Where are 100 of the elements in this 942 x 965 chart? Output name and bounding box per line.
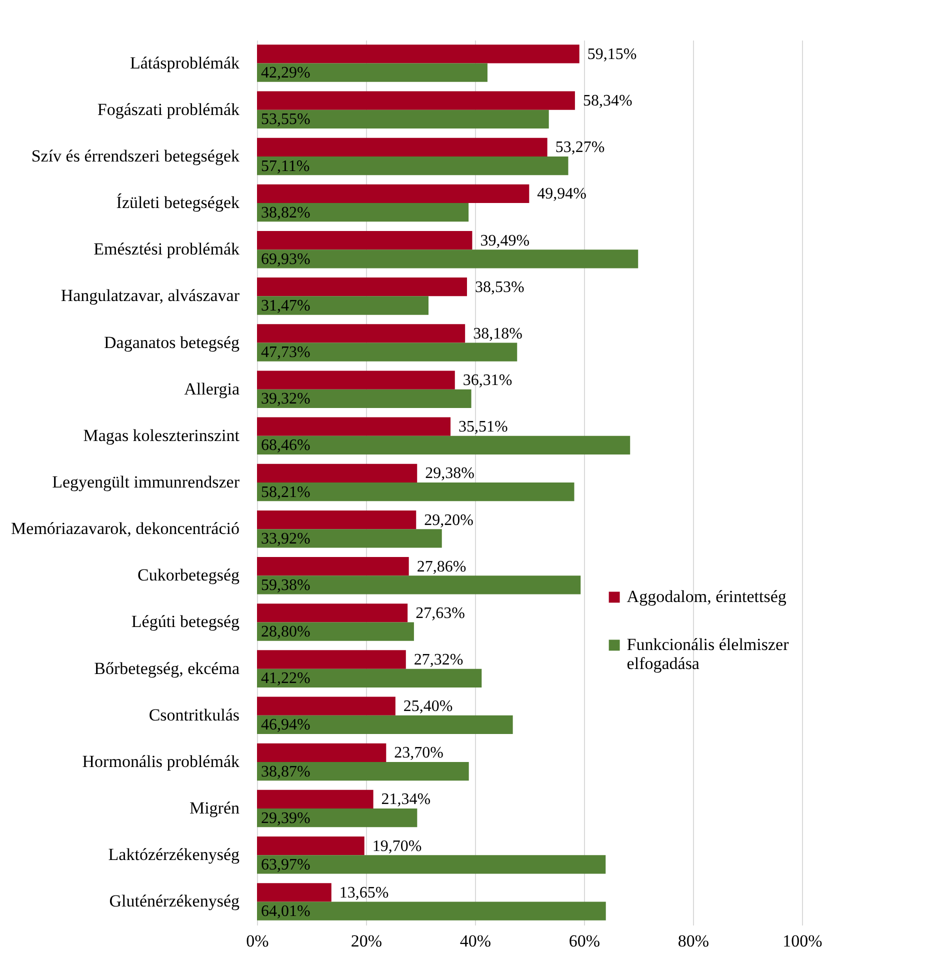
bar — [257, 436, 630, 455]
data-label: 27,86% — [416, 558, 466, 576]
bar — [257, 836, 364, 856]
data-label: 63,97% — [261, 856, 310, 874]
data-label: 58,21% — [261, 484, 310, 501]
bar — [257, 389, 472, 408]
bar — [257, 110, 549, 128]
bar — [257, 510, 416, 530]
bar — [257, 557, 409, 576]
y-tick-label: Látásproblémák — [130, 53, 240, 72]
bar — [257, 464, 418, 482]
x-tick-label: 20% — [350, 932, 382, 950]
y-tick-label: Cukorbetegség — [138, 566, 240, 585]
data-label: 33,92% — [261, 530, 310, 548]
y-tick-label: Allergia — [184, 379, 240, 398]
y-tick-label: Légúti betegség — [131, 612, 240, 632]
legend-label: Aggodalom, érintettség — [626, 587, 787, 606]
data-label: 57,11% — [261, 158, 310, 175]
y-tick-label: Memóriazavarok, dekoncentráció — [11, 519, 240, 538]
bar — [257, 482, 574, 502]
bar — [257, 44, 580, 64]
bar — [257, 342, 518, 362]
data-label: 38,87% — [261, 763, 310, 780]
bar — [257, 743, 386, 762]
data-label: 29,20% — [424, 512, 474, 529]
data-label: 59,15% — [587, 46, 637, 63]
bar — [257, 296, 429, 315]
y-tick-label: Ízületi betegségek — [116, 193, 240, 212]
legend-label: Funkcionális élelmiszer elfogadása — [626, 635, 790, 674]
data-label: 59,38% — [261, 576, 310, 594]
bar — [257, 622, 414, 641]
data-label: 41,22% — [261, 670, 310, 688]
data-label: 29,39% — [261, 810, 310, 827]
bar — [257, 668, 482, 688]
bar — [257, 902, 606, 920]
y-tick-label: Legyengült immunrendszer — [52, 472, 240, 492]
bar — [257, 715, 513, 734]
y-tick-label: Bőrbetegség, ekcéma — [94, 658, 240, 678]
y-tick-label: Szív és érrendszeri betegségek — [31, 146, 240, 166]
y-tick-label: Laktózérzékenység — [108, 845, 240, 864]
data-label: 64,01% — [261, 903, 310, 920]
data-label: 53,27% — [555, 139, 605, 156]
bar — [257, 230, 472, 250]
y-tick-label: Daganatos betegség — [104, 332, 240, 352]
x-tick-label: 100% — [782, 932, 822, 950]
data-label: 13,65% — [339, 884, 389, 902]
data-label: 39,32% — [261, 390, 310, 408]
bar — [257, 883, 332, 902]
data-label: 68,46% — [261, 437, 310, 454]
bar — [257, 762, 469, 781]
bar — [257, 156, 568, 176]
bar — [257, 370, 455, 390]
bar — [257, 250, 638, 268]
data-label: 49,94% — [537, 186, 586, 203]
data-label: 36,31% — [462, 372, 512, 390]
data-label: 23,70% — [394, 744, 444, 762]
y-tick-label: Csontritkulás — [148, 705, 240, 724]
bar — [257, 63, 488, 82]
data-label: 31,47% — [261, 298, 310, 314]
y-tick-label: Gluténérzékenység — [109, 892, 240, 911]
bar — [257, 184, 530, 204]
data-label: 38,82% — [261, 204, 310, 222]
data-label: 58,34% — [582, 92, 632, 110]
data-label: 27,63% — [416, 604, 465, 622]
data-label: 19,70% — [372, 838, 422, 855]
bar — [257, 604, 408, 622]
data-label: 38,53% — [474, 278, 524, 296]
data-label: 21,34% — [381, 791, 431, 808]
bar — [257, 138, 548, 156]
bar — [257, 417, 451, 436]
bar — [257, 808, 418, 828]
bar — [257, 324, 466, 343]
bar — [257, 650, 406, 669]
data-label: 25,40% — [403, 698, 453, 716]
bar — [257, 203, 469, 222]
data-label: 47,73% — [261, 344, 310, 362]
x-tick-label: 0% — [246, 932, 269, 950]
bar — [257, 790, 374, 809]
y-tick-label: Hormonális problémák — [82, 752, 240, 771]
bar — [257, 576, 581, 594]
data-label: 53,55% — [261, 111, 310, 128]
bar — [257, 91, 575, 110]
data-label: 35,51% — [458, 418, 508, 436]
x-tick-label: 40% — [460, 932, 492, 950]
data-label: 29,38% — [425, 465, 474, 482]
data-label: 46,94% — [261, 716, 310, 734]
y-tick-label: Fogászati problémák — [97, 100, 240, 119]
x-tick-label: 60% — [568, 932, 600, 950]
data-label: 42,29% — [261, 64, 310, 82]
data-label: 28,80% — [261, 624, 310, 641]
bar — [257, 855, 606, 874]
data-label: 38,18% — [473, 325, 522, 342]
data-label: 39,49% — [480, 232, 530, 250]
bar — [257, 278, 467, 296]
y-tick-label: Migrén — [189, 798, 240, 818]
bar — [257, 696, 396, 716]
data-label: 27,32% — [414, 652, 464, 668]
data-label: 69,93% — [261, 250, 310, 268]
x-tick-label: 80% — [678, 932, 710, 950]
y-tick-label: Magas koleszterinszint — [83, 426, 240, 445]
